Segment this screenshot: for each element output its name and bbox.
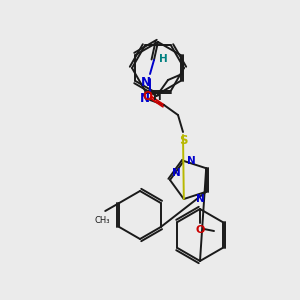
Text: N: N [187,156,196,166]
Text: CH₃: CH₃ [94,216,110,225]
Text: H: H [153,92,162,102]
Text: N: N [141,76,151,89]
Text: N: N [196,194,205,204]
Text: H: H [159,54,168,64]
Text: N: N [140,92,150,105]
Text: O: O [195,225,205,235]
Text: S: S [179,134,187,147]
Text: N: N [172,168,181,178]
Text: O: O [142,91,152,103]
